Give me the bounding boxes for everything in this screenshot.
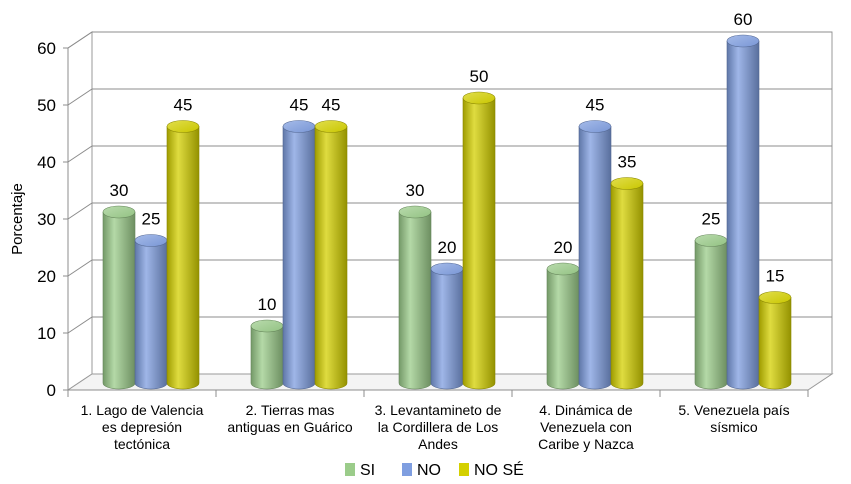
legend-label: NO SÉ <box>474 460 524 479</box>
data-label: 15 <box>766 267 785 286</box>
data-label: 30 <box>406 181 425 200</box>
x-axis-categories: 1. Lago de Valencia es depresión tectónica… <box>81 402 790 452</box>
legend-label: SI <box>360 462 375 479</box>
y-tick-label: 30 <box>37 210 56 229</box>
bar <box>166 120 200 390</box>
x-tick-label: 1. Lago de Valencia es depresión tectónica <box>81 402 204 452</box>
x-tick-label: 2. Tierras mas antiguas en Guárico <box>227 402 353 435</box>
bar <box>578 120 612 390</box>
bar <box>546 262 580 390</box>
y-axis-label: Porcentaje <box>9 183 26 255</box>
data-label: 30 <box>110 181 129 200</box>
bar <box>398 205 432 390</box>
legend-label: NO <box>417 462 441 479</box>
data-label: 20 <box>554 238 573 257</box>
legend: SI NO NO SÉ <box>345 460 524 479</box>
bar <box>462 91 496 390</box>
legend-swatch <box>459 463 469 476</box>
bar <box>102 205 136 390</box>
bar <box>314 120 348 390</box>
data-label: 10 <box>258 295 277 314</box>
y-tick-label: 60 <box>37 39 56 58</box>
y-tick-label: 10 <box>37 324 56 343</box>
y-axis-ticks: 0 10 20 30 40 50 60 <box>37 39 809 400</box>
data-label: 35 <box>618 153 637 172</box>
bars <box>102 34 792 390</box>
bar <box>134 234 168 390</box>
data-label: 20 <box>438 238 457 257</box>
bar <box>726 34 760 390</box>
legend-swatch <box>402 463 412 476</box>
data-label: 45 <box>322 96 341 115</box>
bar <box>250 319 284 390</box>
data-label: 60 <box>734 10 753 29</box>
x-tick-label: 5. Venezuela país sísmico <box>678 402 789 435</box>
y-tick-label: 50 <box>37 96 56 115</box>
gridline <box>67 31 832 49</box>
data-label: 50 <box>470 67 489 86</box>
x-tick-label: 4. Dinámica de Venezuela con Caribe y Nazc… <box>538 402 634 452</box>
data-label: 25 <box>702 210 721 229</box>
bar <box>610 177 644 390</box>
legend-item: SI <box>345 462 375 479</box>
gridline <box>67 88 832 106</box>
y-tick-label: 20 <box>37 267 56 286</box>
bar <box>430 262 464 390</box>
data-label: 25 <box>142 210 161 229</box>
y-tick-label: 0 <box>47 381 56 400</box>
data-label: 45 <box>174 96 193 115</box>
y-tick-label: 40 <box>37 153 56 172</box>
data-label: 45 <box>290 96 309 115</box>
x-tick-label: 3. Levantamineto de la Cordillera de Los A… <box>375 402 502 452</box>
data-labels: 30 25 45 10 45 45 30 20 50 20 45 35 25 60 15 <box>110 10 785 314</box>
legend-item: NO SÉ <box>459 460 524 479</box>
bar <box>694 234 728 390</box>
legend-swatch <box>345 463 355 476</box>
data-label: 45 <box>586 96 605 115</box>
legend-item: NO <box>402 462 441 479</box>
bar <box>282 120 316 390</box>
bar <box>758 291 792 390</box>
